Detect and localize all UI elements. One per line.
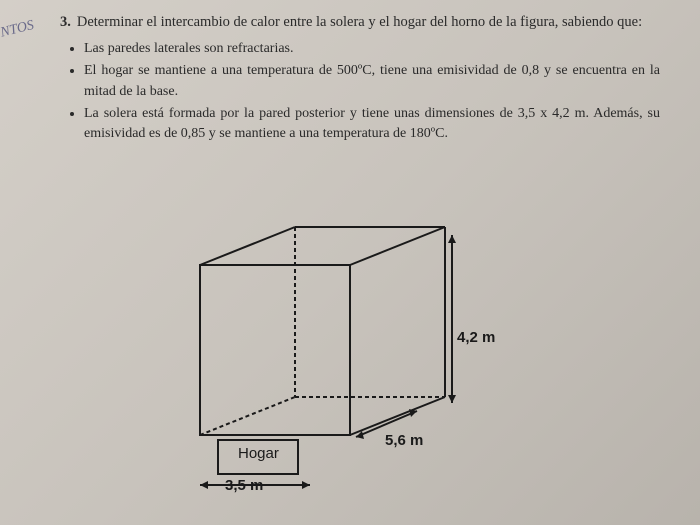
- hogar-label: Hogar: [238, 445, 279, 462]
- furnace-diagram: 4,2 m 5,6 m Hogar 3,5 m: [180, 225, 540, 515]
- intro-text: Determinar el intercambio de calor entre…: [77, 14, 642, 30]
- bullet-item: Las paredes laterales son refractarias.: [84, 39, 660, 59]
- puntos-annotation: PUNTOS: [0, 18, 36, 46]
- page-content: PUNTOS 3. Determinar el intercambio de ca…: [0, 0, 700, 157]
- depth-dim-label: 5,6 m: [385, 432, 423, 449]
- problem-number: 3.: [60, 14, 71, 30]
- bullet-list: Las paredes laterales son refractarias. …: [84, 39, 660, 144]
- hogar-width-label: 3,5 m: [225, 477, 263, 494]
- bullet-item: El hogar se mantiene a una temperatura d…: [84, 61, 660, 102]
- bullet-item: La solera está formada por la pared post…: [84, 104, 660, 145]
- height-dim-label: 4,2 m: [457, 329, 495, 346]
- diagram-svg: [180, 225, 540, 515]
- problem-intro: 3. Determinar el intercambio de calor ent…: [60, 12, 660, 33]
